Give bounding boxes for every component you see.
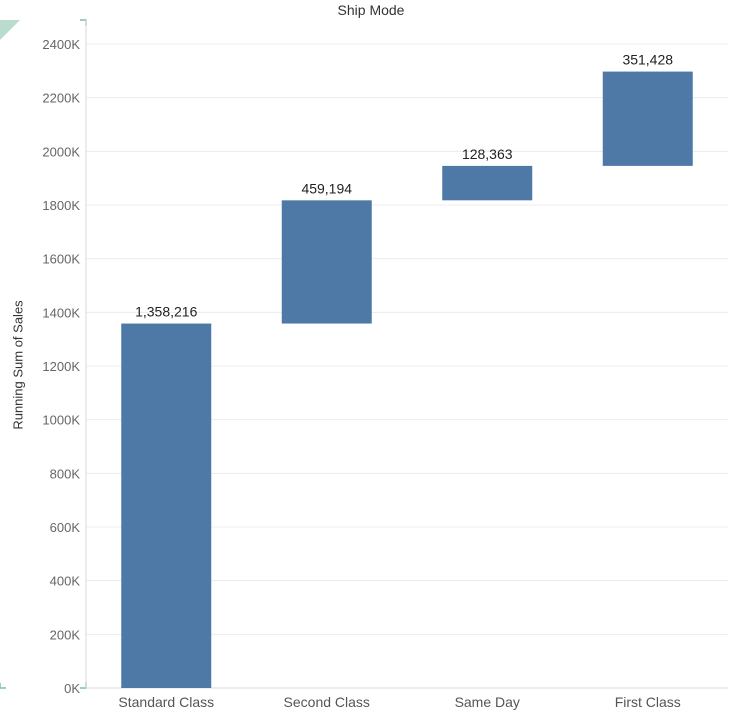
y-tick-label: 200K: [50, 627, 81, 642]
bar-second-class: [281, 200, 372, 324]
y-tick-label: 800K: [50, 466, 81, 481]
x-category-label: Standard Class: [118, 694, 214, 710]
y-tick-label: 1600K: [42, 252, 80, 267]
x-category-label: Same Day: [455, 694, 520, 710]
data-label: 1,358,216: [135, 304, 197, 320]
x-category-label: First Class: [615, 694, 681, 710]
labels: 0K 200K 400K 600K 800K 1000K 1200K 1400K 1600K 18…: [42, 37, 680, 710]
bars: [121, 71, 693, 688]
bar-standard-class: [121, 323, 212, 688]
corner-triangle-icon: [0, 20, 20, 40]
y-tick-label: 2400K: [42, 37, 80, 52]
y-tick-label: 1200K: [42, 359, 80, 374]
x-category-label: Second Class: [284, 694, 370, 710]
corner-mark-top-icon: [80, 19, 87, 26]
data-label: 459,194: [301, 180, 352, 196]
chart-title: Ship Mode: [337, 2, 405, 18]
corner-mark-bottom-icon: [80, 682, 87, 689]
data-label: 128,363: [462, 146, 513, 162]
y-tick-label: 2200K: [42, 91, 80, 106]
corner-mark-bottom-left-icon: [0, 683, 6, 689]
y-tick-label: 2000K: [42, 144, 80, 159]
y-tick-label: 600K: [50, 520, 81, 535]
bar-same-day: [442, 165, 533, 201]
bar-first-class: [602, 71, 693, 166]
y-tick-label: 1800K: [42, 198, 80, 213]
y-tick-label: 1000K: [42, 413, 80, 428]
y-tick-label: 400K: [50, 574, 81, 589]
y-tick-label: 1400K: [42, 305, 80, 320]
data-label: 351,428: [622, 52, 673, 68]
y-tick-label: 0K: [64, 681, 80, 696]
